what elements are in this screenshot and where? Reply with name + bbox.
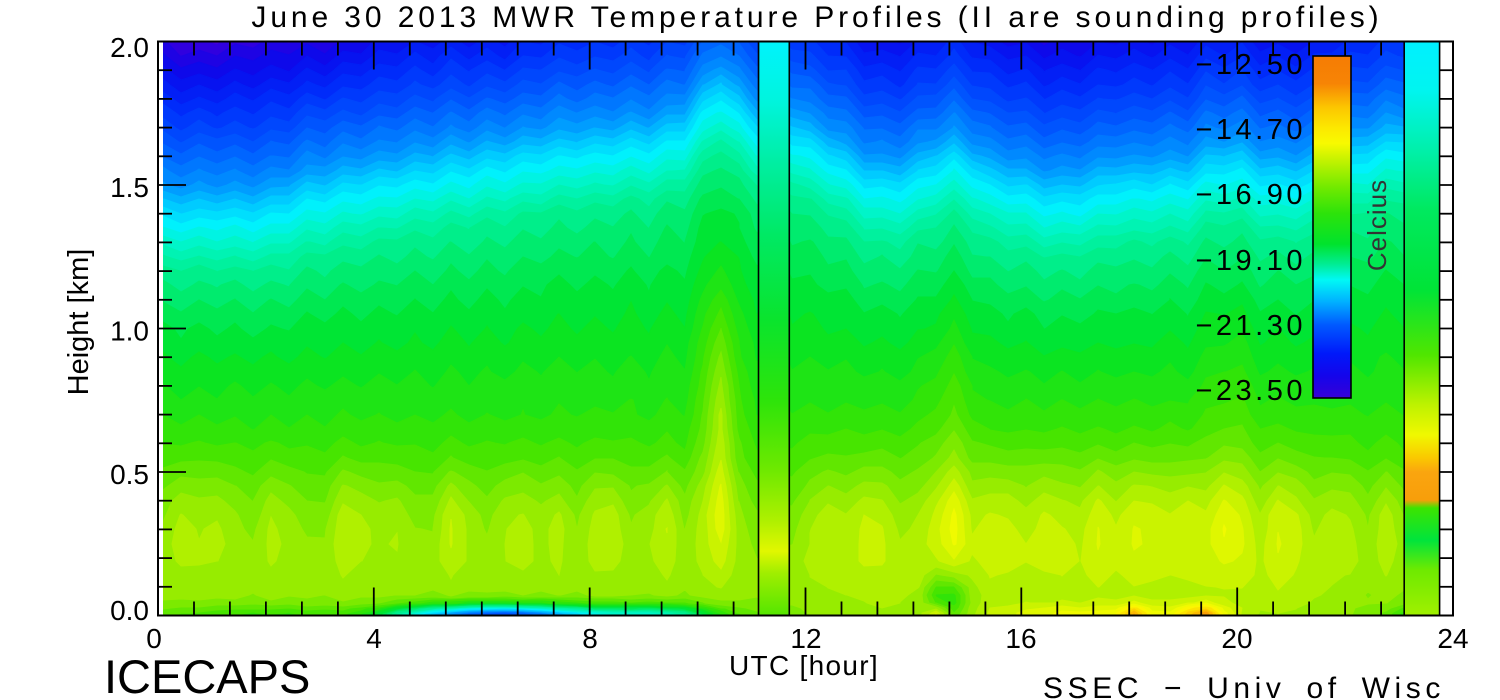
svg-text:16: 16 [1005,623,1036,654]
svg-text:UTC [hour]: UTC [hour] [729,650,879,681]
svg-text:SSEC − Univ of Wisc: SSEC − Univ of Wisc [1043,672,1445,700]
svg-text:4: 4 [366,623,382,654]
svg-text:−16.90: −16.90 [1195,179,1306,211]
svg-text:12: 12 [790,623,821,654]
svg-text:8: 8 [582,623,598,654]
svg-text:0: 0 [146,623,162,654]
svg-text:2.0: 2.0 [110,32,149,63]
svg-text:0.5: 0.5 [110,459,149,490]
svg-text:−21.30: −21.30 [1195,310,1306,342]
svg-text:−23.50: −23.50 [1195,375,1306,407]
svg-text:−19.10: −19.10 [1195,245,1306,277]
svg-text:1.5: 1.5 [110,172,149,203]
svg-text:0.0: 0.0 [110,595,149,626]
svg-text:−14.70: −14.70 [1195,114,1306,146]
svg-text:20: 20 [1221,623,1252,654]
svg-text:24: 24 [1437,623,1468,654]
svg-text:ICECAPS: ICECAPS [104,650,310,700]
svg-text:Celcius: Celcius [1362,179,1392,271]
svg-text:June 30 2013 MWR Temperature P: June 30 2013 MWR Temperature Profiles (I… [251,1,1382,34]
svg-text:−12.50: −12.50 [1195,49,1306,81]
svg-text:1.0: 1.0 [110,316,149,347]
svg-text:Height [km]: Height [km] [63,249,95,396]
